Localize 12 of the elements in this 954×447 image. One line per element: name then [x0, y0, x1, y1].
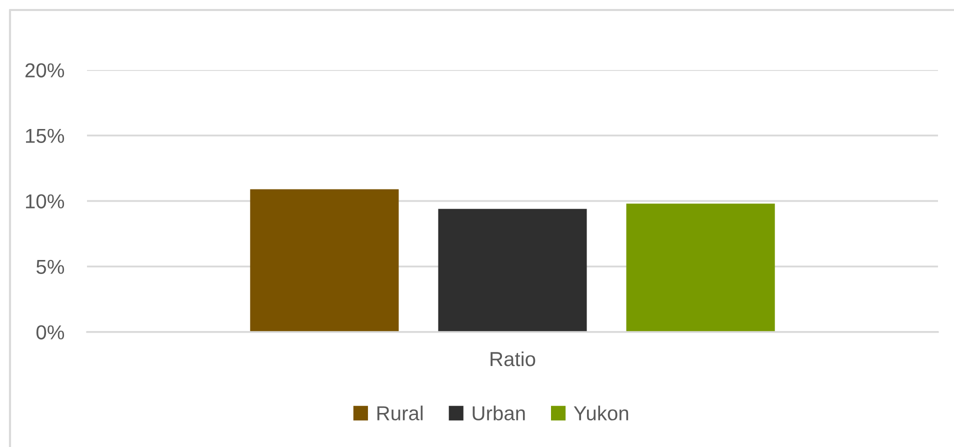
y-tick-label: 10%: [26, 194, 64, 208]
x-tick-label: Ratio: [490, 351, 536, 366]
y-tick-label: 5%: [36, 260, 64, 274]
legend-label: Yukon: [574, 406, 628, 420]
legend-label: Rural: [377, 406, 423, 420]
y-tick-label: 0%: [36, 325, 64, 340]
legend-label: Urban: [472, 406, 525, 420]
bar: [626, 204, 775, 332]
bar: [250, 189, 399, 332]
y-tick-label: 15%: [26, 128, 64, 143]
y-tick-label: 20%: [25, 63, 64, 78]
bar: [438, 208, 587, 332]
